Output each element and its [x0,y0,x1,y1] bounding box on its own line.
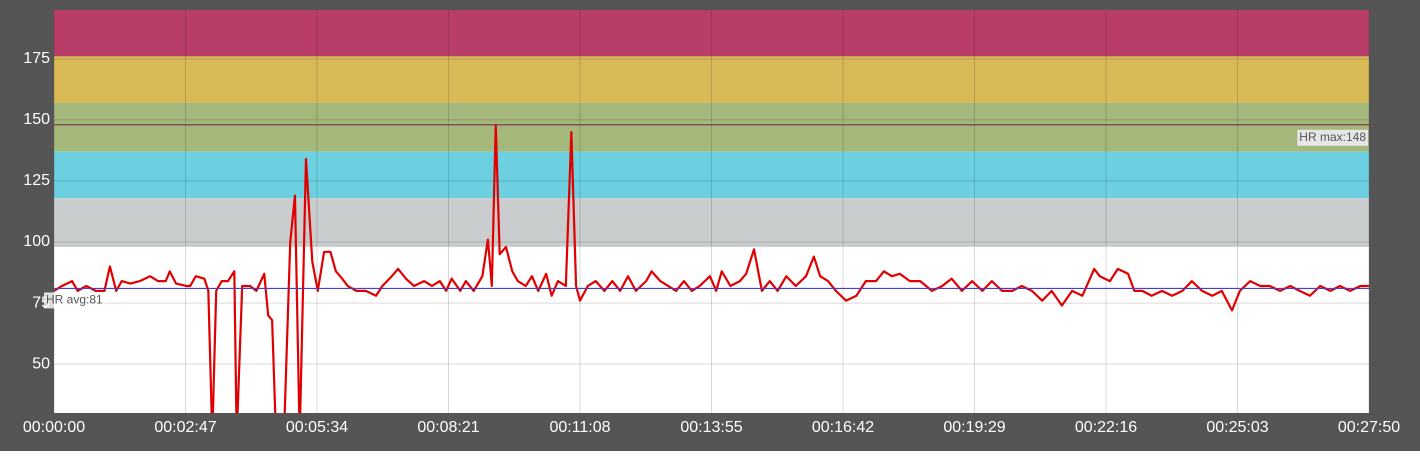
y-tick-label: 175 [23,50,50,67]
x-tick-label: 00:19:29 [943,419,1005,436]
x-tick-label: 00:02:47 [154,419,216,436]
hr-line [54,123,1369,413]
reference-label: HR avg:81 [46,293,103,307]
x-tick-label: 00:13:55 [680,419,742,436]
hr-zone [54,151,1369,199]
y-tick-label: 125 [23,172,50,189]
x-tick-label: 00:25:03 [1206,419,1268,436]
hr-zone [54,198,1369,247]
x-tick-label: 00:05:34 [286,419,348,436]
reference-label: HR max:148 [1299,130,1366,144]
x-tick-label: 00:22:16 [1075,419,1137,436]
x-tick-label: 00:16:42 [812,419,874,436]
y-tick-label: 100 [23,233,50,250]
x-tick-label: 00:27:50 [1338,419,1400,436]
y-tick-label: 150 [23,111,50,128]
hr-zone [54,10,1369,57]
hr-zone [54,56,1369,103]
reference-label-box [1297,129,1368,146]
hr-zone [54,102,1369,152]
y-tick-label: 50 [32,355,50,372]
x-tick-label: 00:11:08 [549,419,610,436]
x-tick-label: 00:08:21 [417,419,479,436]
plot [54,10,1369,413]
x-tick-label: 00:00:00 [23,419,85,436]
reference-label-box [44,292,105,309]
